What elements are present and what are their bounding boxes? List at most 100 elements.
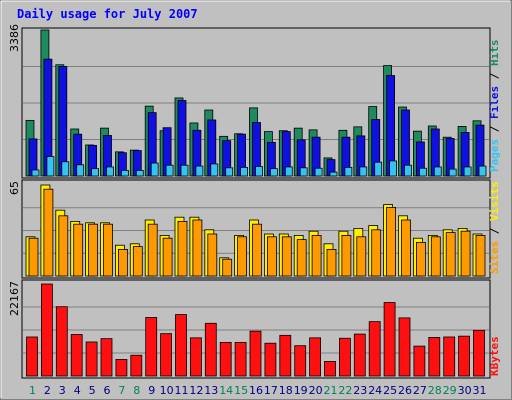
kbytes-bar-day-26 [398, 317, 411, 377]
kbytes-bar-day-24 [368, 321, 381, 377]
sites-bar-day-12 [192, 219, 203, 277]
day-label-6: 6 [104, 384, 111, 397]
kbytes-bar-day-15 [234, 341, 247, 377]
sites-bar-day-6 [103, 223, 113, 277]
kbytes-bar-day-2 [41, 283, 53, 377]
kbytes-bar-day-27 [413, 345, 426, 377]
sites-bar-day-9 [147, 223, 158, 277]
pages-bar-day-14 [225, 167, 234, 177]
sites-bar-day-20 [311, 234, 322, 277]
sites-bar-day-10 [162, 237, 173, 277]
day-label-28: 28 [428, 384, 442, 397]
kbytes-bar-day-9 [145, 317, 158, 377]
kbytes-bar-day-31 [473, 329, 485, 377]
pages-bar-day-30 [463, 166, 472, 177]
pages-bar-day-11 [180, 164, 189, 177]
sites-bar-day-31 [475, 234, 486, 277]
kbytes-ymax-label: 22167 [8, 281, 21, 316]
day-label-19: 19 [294, 384, 308, 397]
kbytes-bar-day-11 [175, 314, 187, 377]
legend-item-kbytes: KBytes [488, 336, 501, 376]
day-label-7: 7 [118, 384, 125, 397]
kbytes-bar-day-16 [249, 330, 262, 377]
pages-bar-day-17 [269, 168, 278, 177]
day-label-15: 15 [234, 384, 248, 397]
pages-bar-day-7 [121, 169, 129, 177]
pages-bar-day-3 [61, 161, 70, 177]
sites-bar-day-14 [222, 258, 233, 277]
sites-bar-day-11 [177, 220, 188, 277]
pages-bar-day-16 [255, 166, 263, 177]
pages-bar-day-6 [106, 166, 114, 177]
day-label-10: 10 [160, 384, 174, 397]
legend-item-hits: Hits [488, 40, 501, 67]
pages-bar-day-20 [314, 167, 323, 177]
day-label-16: 16 [249, 384, 263, 397]
kbytes-bar-day-5 [85, 341, 98, 377]
sites-bar-day-21 [326, 248, 337, 277]
pages-bar-day-31 [478, 165, 487, 177]
legend-item-visits: Visits [488, 181, 501, 221]
day-label-13: 13 [204, 384, 218, 397]
sites-bar-day-13 [207, 233, 218, 277]
sites-bar-day-22 [341, 234, 352, 277]
sites-bar-day-25 [386, 206, 397, 277]
sites-bar-day-3 [58, 215, 69, 277]
hits-ymax-label: 3386 [8, 24, 21, 52]
pages-bar-day-1 [31, 169, 40, 177]
sites-bar-day-30 [460, 230, 471, 277]
day-label-29: 29 [443, 384, 457, 397]
kbytes-bar-day-28 [428, 337, 441, 377]
files-bar-day-3 [58, 66, 68, 177]
legend: KBytes [488, 336, 501, 376]
day-label-14: 14 [219, 384, 233, 397]
sites-bar-day-19 [296, 239, 307, 277]
sites-bar-day-28 [430, 236, 441, 277]
pages-bar-day-18 [284, 166, 293, 177]
sites-bar-day-29 [445, 232, 456, 277]
day-label-8: 8 [133, 384, 140, 397]
kbytes-bar-day-25 [383, 302, 396, 377]
day-label-21: 21 [324, 384, 338, 397]
sites-bar-day-17 [266, 236, 277, 277]
kbytes-bar-day-14 [219, 341, 232, 377]
pages-bar-day-12 [195, 165, 204, 177]
kbytes-bar-day-21 [324, 361, 336, 377]
files-bar-day-11 [177, 100, 187, 177]
pages-bar-day-29 [448, 168, 457, 177]
day-label-3: 3 [59, 384, 66, 397]
pages-bar-day-25 [389, 160, 398, 177]
sites-bar-day-1 [28, 237, 39, 277]
sites-bar-day-23 [356, 236, 367, 277]
kbytes-bar-day-17 [264, 342, 277, 377]
day-label-5: 5 [89, 384, 96, 397]
legend-item-sites: Sites [488, 241, 501, 274]
kbytes-bar-day-12 [189, 337, 202, 377]
kbytes-bar-day-30 [458, 335, 471, 377]
day-label-20: 20 [309, 384, 323, 397]
sites-bar-day-7 [118, 248, 128, 277]
day-label-17: 17 [264, 384, 278, 397]
day-label-31: 31 [473, 384, 487, 397]
day-label-30: 30 [458, 384, 472, 397]
pages-bar-day-8 [135, 169, 144, 177]
sites-bar-day-2 [43, 188, 54, 277]
kbytes-bar-day-18 [279, 334, 292, 377]
day-label-4: 4 [74, 384, 81, 397]
kbytes-bar-day-4 [70, 334, 83, 377]
sites-bar-day-16 [252, 223, 262, 277]
pages-bar-day-15 [240, 166, 249, 177]
pages-bar-day-28 [433, 166, 442, 177]
kbytes-bar-day-29 [443, 336, 456, 377]
day-label-24: 24 [368, 384, 382, 397]
pages-bar-day-24 [374, 161, 383, 177]
sites-bar-day-24 [371, 229, 382, 277]
legend: Sites / Visits [488, 181, 501, 274]
day-label-25: 25 [383, 384, 397, 397]
sites-bar-day-15 [237, 236, 248, 277]
sites-bar-day-4 [73, 223, 84, 277]
kbytes-bar-day-8 [130, 354, 143, 377]
sites-bar-day-26 [401, 219, 411, 277]
